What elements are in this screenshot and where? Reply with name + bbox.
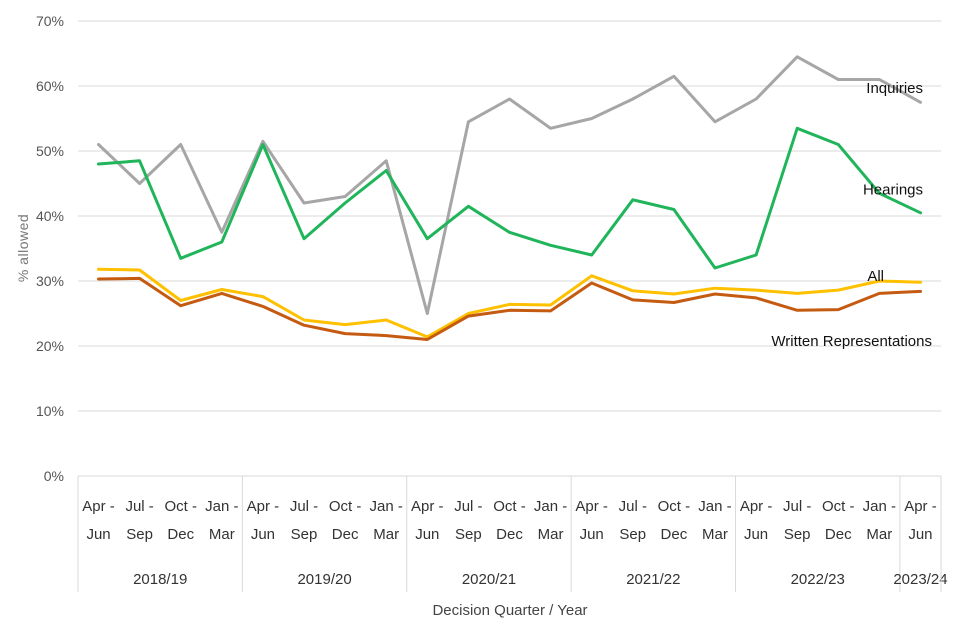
x-tick-label-top: Jul - — [619, 498, 647, 515]
series-line-hearings — [97, 126, 922, 270]
x-tick-label-top: Jul - — [290, 498, 318, 515]
y-axis-ticks: 0% 10% 20% 30% 40% 50% 60% 70% — [36, 13, 64, 484]
year-group-label: 2023/24 — [893, 571, 947, 588]
series-line-inquiries — [97, 55, 922, 315]
x-tick-label-bottom: Jun — [744, 526, 768, 543]
x-tick-label-top: Apr - — [82, 498, 115, 515]
y-tick-label: 0% — [44, 468, 64, 484]
x-axis-title: Decision Quarter / Year — [432, 602, 587, 619]
year-group-label: 2019/20 — [297, 571, 351, 588]
series-lines — [97, 55, 922, 341]
x-tick-label-top: Jan - — [863, 498, 896, 515]
x-tick-label-bottom: Mar — [866, 526, 892, 543]
x-tick-label-top: Oct - — [658, 498, 691, 515]
series-label: Written Representations — [771, 333, 932, 350]
x-tick-label-bottom: Dec — [332, 526, 359, 543]
x-tick-label-bottom: Dec — [167, 526, 194, 543]
x-tick-label-bottom: Sep — [455, 526, 482, 543]
x-tick-label-bottom: Jun — [251, 526, 275, 543]
series-label: Hearings — [863, 181, 923, 198]
year-group-label: 2020/21 — [462, 571, 516, 588]
x-tick-label-top: Apr - — [740, 498, 773, 515]
x-tick-label-bottom: Jun — [580, 526, 604, 543]
series-line-all — [97, 267, 922, 339]
gridlines — [78, 20, 941, 477]
x-tick-label-bottom: Sep — [291, 526, 318, 543]
x-tick-label-bottom: Jun — [86, 526, 110, 543]
series-line-written-representations — [97, 276, 922, 341]
x-tick-label-top: Oct - — [164, 498, 197, 515]
series-label: Inquiries — [866, 80, 923, 97]
x-tick-label-top: Oct - — [822, 498, 855, 515]
x-tick-label-bottom: Mar — [702, 526, 728, 543]
x-tick-label-top: Oct - — [329, 498, 362, 515]
x-tick-label-bottom: Dec — [661, 526, 688, 543]
y-tick-label: 50% — [36, 143, 64, 159]
x-tick-label-top: Jan - — [370, 498, 403, 515]
y-axis-title: % allowed — [15, 214, 31, 282]
x-tick-label-top: Apr - — [904, 498, 937, 515]
x-tick-label-bottom: Sep — [784, 526, 811, 543]
x-tick-label-top: Jul - — [125, 498, 153, 515]
x-tick-label-bottom: Dec — [496, 526, 523, 543]
year-group-label: 2021/22 — [626, 571, 680, 588]
x-tick-label-bottom: Jun — [415, 526, 439, 543]
y-tick-label: 20% — [36, 338, 64, 354]
x-tick-label-top: Jul - — [454, 498, 482, 515]
year-group-label: 2022/23 — [791, 571, 845, 588]
y-tick-label: 70% — [36, 13, 64, 29]
x-axis: Apr - Jun Jul - Sep Oct - Dec Jan - Mar Apr - Jun… — [77, 476, 948, 592]
x-tick-label-top: Jan - — [205, 498, 238, 515]
x-tick-label-top: Jan - — [698, 498, 731, 515]
y-tick-label: 40% — [36, 208, 64, 224]
x-tick-label-bottom: Sep — [619, 526, 646, 543]
y-tick-label: 60% — [36, 78, 64, 94]
year-group-label: 2018/19 — [133, 571, 187, 588]
x-tick-label-bottom: Mar — [373, 526, 399, 543]
y-tick-label: 10% — [36, 403, 64, 419]
x-tick-label-top: Jul - — [783, 498, 811, 515]
x-tick-label-top: Apr - — [247, 498, 280, 515]
x-tick-label-top: Apr - — [411, 498, 444, 515]
x-tick-label-bottom: Jun — [908, 526, 932, 543]
x-tick-label-bottom: Sep — [126, 526, 153, 543]
x-tick-label-bottom: Mar — [209, 526, 235, 543]
x-tick-label-top: Apr - — [575, 498, 608, 515]
series-labels: Inquiries Hearings All Written Representati… — [771, 80, 932, 350]
y-tick-label: 30% — [36, 273, 64, 289]
x-tick-label-top: Oct - — [493, 498, 526, 515]
x-tick-label-bottom: Dec — [825, 526, 852, 543]
x-tick-label-bottom: Mar — [538, 526, 564, 543]
x-tick-label-top: Jan - — [534, 498, 567, 515]
series-label: All — [867, 268, 884, 285]
